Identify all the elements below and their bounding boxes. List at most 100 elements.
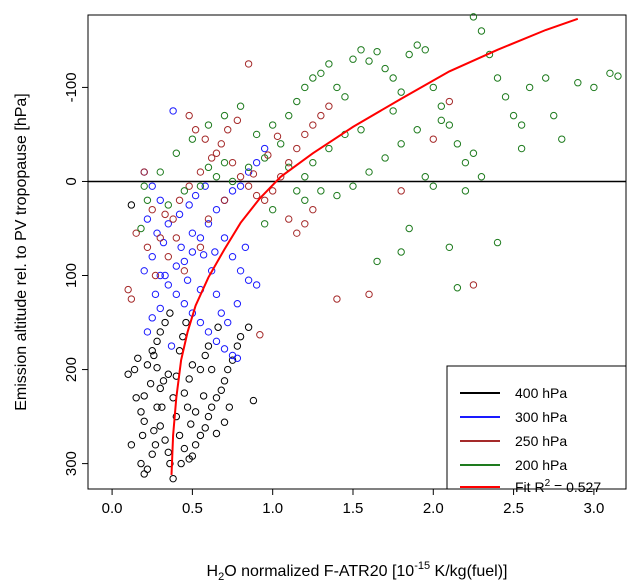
data-point bbox=[445, 243, 454, 251]
data-point bbox=[140, 182, 148, 190]
data-point bbox=[469, 281, 478, 289]
data-point bbox=[185, 375, 193, 383]
data-point bbox=[172, 290, 181, 299]
data-point bbox=[421, 173, 429, 181]
data-point bbox=[132, 394, 140, 402]
data-point bbox=[469, 149, 478, 157]
data-point bbox=[204, 328, 213, 336]
data-point bbox=[201, 135, 209, 143]
data-point bbox=[217, 309, 225, 317]
data-point bbox=[224, 365, 232, 374]
data-point bbox=[180, 389, 189, 397]
data-point bbox=[156, 304, 164, 313]
data-point bbox=[309, 158, 317, 167]
data-point bbox=[268, 205, 277, 214]
data-point bbox=[244, 168, 253, 176]
data-point bbox=[196, 318, 205, 327]
data-point bbox=[437, 116, 446, 125]
data-point bbox=[220, 345, 229, 353]
data-point bbox=[166, 459, 174, 468]
data-point bbox=[191, 126, 200, 134]
data-point bbox=[301, 220, 309, 228]
data-point bbox=[217, 140, 225, 148]
y-tick-label: 0 bbox=[63, 177, 80, 185]
data-point bbox=[175, 210, 184, 219]
data-point bbox=[252, 158, 261, 167]
data-point bbox=[224, 318, 232, 327]
x-tick-label: 2.5 bbox=[503, 500, 524, 517]
data-point bbox=[317, 69, 325, 78]
data-point bbox=[137, 408, 145, 416]
data-point bbox=[212, 337, 221, 346]
data-point bbox=[233, 300, 242, 308]
data-point bbox=[137, 224, 145, 233]
data-point bbox=[236, 182, 245, 190]
data-point bbox=[217, 386, 225, 394]
data-point bbox=[204, 163, 213, 172]
data-point bbox=[413, 126, 421, 134]
data-point bbox=[517, 144, 526, 153]
data-point bbox=[207, 365, 216, 374]
data-point bbox=[212, 149, 221, 157]
data-point bbox=[244, 182, 253, 190]
data-point bbox=[143, 328, 152, 336]
data-point bbox=[236, 102, 245, 110]
data-point bbox=[244, 163, 253, 172]
data-point bbox=[212, 205, 221, 214]
x-tick-label: 1.5 bbox=[343, 500, 364, 517]
data-point bbox=[477, 173, 486, 181]
data-point bbox=[188, 452, 197, 460]
data-point bbox=[256, 331, 264, 339]
data-point bbox=[493, 238, 502, 247]
x-tick-label: 3.0 bbox=[583, 500, 604, 517]
data-point bbox=[228, 187, 237, 195]
y-tick-label: 300 bbox=[63, 451, 80, 476]
data-point bbox=[188, 361, 197, 369]
data-point bbox=[204, 121, 213, 129]
data-point bbox=[228, 177, 237, 186]
data-point bbox=[228, 356, 237, 364]
data-point bbox=[175, 431, 184, 440]
data-point bbox=[138, 431, 147, 440]
data-point bbox=[220, 158, 229, 167]
data-point bbox=[153, 363, 161, 372]
data-point bbox=[228, 253, 237, 261]
data-point bbox=[124, 370, 132, 378]
data-point bbox=[180, 267, 189, 275]
legend-label-250: 250 hPa bbox=[515, 433, 567, 449]
data-point bbox=[429, 182, 437, 190]
data-point bbox=[164, 220, 172, 228]
data-point bbox=[381, 64, 389, 73]
x-tick-label: 2.0 bbox=[423, 500, 444, 517]
data-point bbox=[236, 173, 245, 181]
data-point bbox=[244, 60, 253, 68]
data-point bbox=[317, 111, 325, 120]
y-tick-label: -100 bbox=[63, 72, 80, 102]
legend-label-300: 300 hPa bbox=[515, 409, 567, 425]
data-point bbox=[309, 205, 317, 214]
data-point bbox=[183, 276, 192, 284]
data-point bbox=[161, 318, 169, 327]
data-point bbox=[273, 132, 282, 141]
data-point bbox=[161, 210, 169, 219]
data-point bbox=[341, 93, 349, 101]
data-point bbox=[167, 342, 176, 350]
data-point bbox=[185, 111, 193, 120]
data-point bbox=[509, 111, 518, 120]
data-point bbox=[525, 83, 534, 92]
data-point bbox=[244, 323, 253, 331]
data-point bbox=[268, 121, 277, 129]
data-point bbox=[185, 182, 193, 190]
data-point bbox=[365, 57, 373, 65]
data-point bbox=[325, 144, 333, 153]
data-point bbox=[204, 412, 213, 421]
data-point bbox=[606, 69, 614, 78]
data-point bbox=[177, 459, 185, 468]
data-point bbox=[188, 135, 197, 143]
data-point bbox=[301, 196, 309, 204]
data-point bbox=[389, 107, 397, 115]
data-point bbox=[158, 403, 166, 411]
data-point bbox=[220, 196, 229, 204]
data-point bbox=[249, 170, 258, 178]
data-point bbox=[164, 253, 172, 261]
